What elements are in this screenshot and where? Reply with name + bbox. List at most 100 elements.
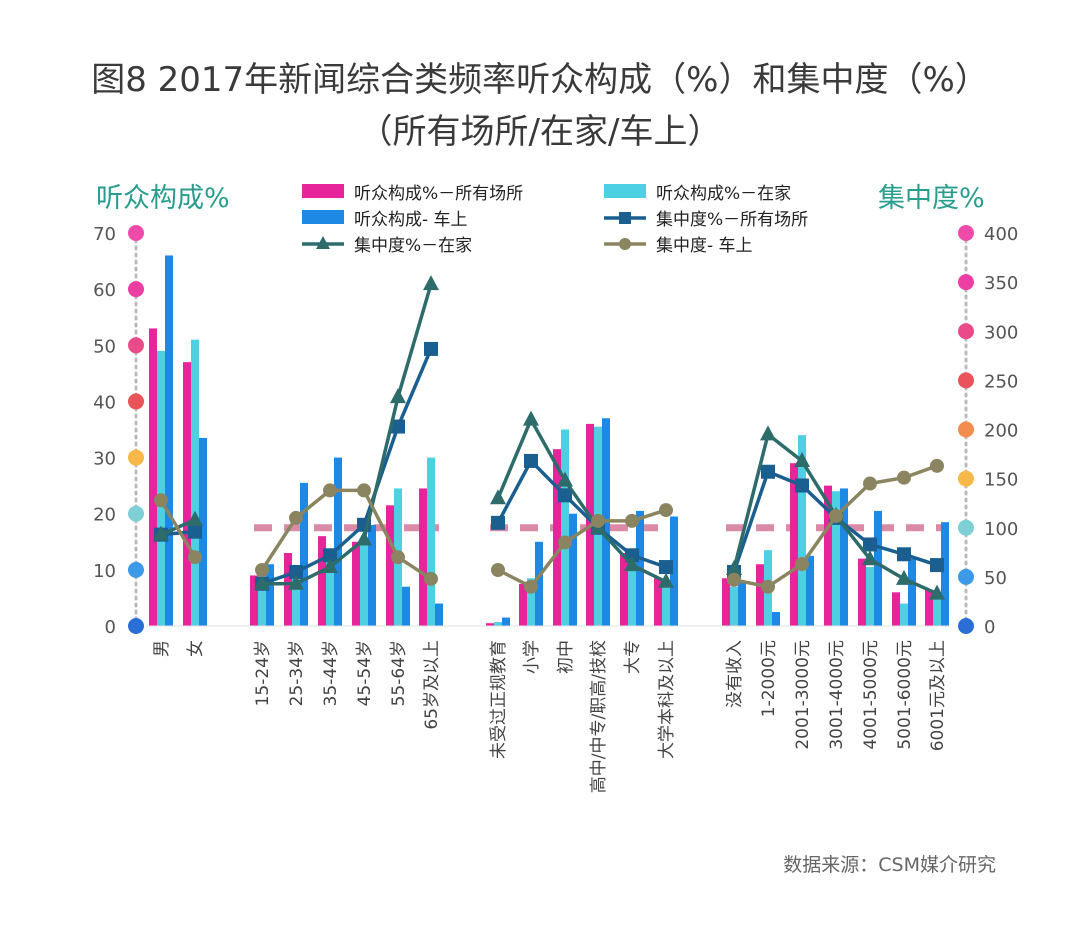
bar-car [266, 564, 274, 626]
right-axis-dot [958, 274, 974, 291]
left-tick-label: 60 [93, 280, 116, 301]
point-car [255, 562, 269, 577]
legend-label: 听众构成%－所有场所 [354, 184, 523, 204]
point-home [356, 530, 372, 546]
point-home [187, 510, 203, 526]
left-axis-title: 听众构成% [96, 183, 230, 214]
bar-home [832, 491, 840, 626]
legend-marker [619, 212, 631, 224]
point-home [322, 558, 338, 574]
point-car [391, 550, 405, 565]
legend-label: 集中度- 车上 [656, 236, 753, 256]
right-tick-label: 0 [984, 617, 995, 638]
legend-label: 听众构成- 车上 [354, 210, 468, 230]
point-all [795, 478, 809, 493]
point-home [658, 572, 674, 588]
chart-title-line1: 图8 2017年新闻综合类频率听众构成（%）和集中度（%） [91, 60, 989, 100]
point-all [659, 560, 673, 575]
bar-home [191, 339, 199, 626]
bar-car [535, 541, 543, 626]
left-tick-label: 40 [93, 392, 116, 413]
point-all [289, 564, 303, 579]
right-axis-dot [958, 568, 974, 585]
point-all [897, 547, 911, 562]
bar-all [519, 583, 527, 626]
bar-home [561, 429, 569, 626]
left-axis-dot [128, 393, 144, 410]
bar-all [149, 328, 157, 626]
right-axis-dot [958, 519, 974, 536]
bar-home [866, 567, 874, 626]
point-car [659, 503, 673, 518]
legend-label: 集中度%－所有场所 [656, 210, 808, 230]
right-axis-dot [958, 421, 974, 438]
bar-car [368, 524, 376, 626]
point-all [391, 419, 405, 434]
category-label: 65岁及以上 [422, 640, 442, 730]
chart-title-line2: （所有场所/在家/车上） [358, 112, 722, 152]
category-label: 初中 [556, 640, 576, 674]
left-axis-dot [128, 449, 144, 466]
line-home [262, 283, 433, 586]
bar-car [874, 510, 882, 626]
category-label: 高中/中专/职高/技校 [589, 640, 609, 793]
left-axis-dot [128, 561, 144, 578]
left-tick-label: 70 [93, 224, 116, 245]
point-home [929, 584, 945, 600]
point-car [357, 483, 371, 498]
left-axis-dot [128, 281, 144, 298]
point-car [424, 571, 438, 586]
bar-home [494, 622, 502, 626]
point-car [323, 483, 337, 498]
point-home [624, 556, 640, 572]
point-home [254, 574, 270, 590]
point-home [523, 410, 539, 426]
bar-car [165, 255, 173, 626]
bar-car [941, 522, 949, 626]
bar-car [300, 482, 308, 626]
point-car [727, 572, 741, 587]
point-car [154, 493, 168, 508]
point-car [795, 557, 809, 572]
category-label: 大学本科及以上 [657, 640, 677, 759]
bar-all [553, 449, 561, 626]
left-tick-label: 20 [93, 505, 116, 526]
point-home [490, 489, 506, 505]
category-label: 5001-6000元 [895, 640, 915, 750]
point-home [896, 569, 912, 585]
left-tick-label: 30 [93, 449, 116, 470]
point-home [557, 471, 573, 487]
right-axis-dot [958, 372, 974, 389]
bar-car [435, 603, 443, 626]
bar-all [654, 578, 662, 626]
bar-car [840, 488, 848, 626]
point-home [390, 388, 406, 404]
right-axis-dot [958, 618, 974, 634]
point-home [862, 550, 878, 566]
bar-home [292, 569, 300, 626]
bar-home [326, 558, 334, 626]
right-axis-dot [958, 225, 974, 241]
bar-car [199, 437, 207, 626]
right-tick-label: 100 [984, 519, 1018, 540]
bar-all [183, 362, 191, 626]
category-label: 35-44岁 [321, 640, 341, 706]
legend-swatch [604, 184, 646, 198]
bar-all [790, 463, 798, 626]
point-car [897, 470, 911, 485]
legend-marker [619, 238, 631, 250]
bar-home [798, 435, 806, 626]
right-tick-label: 250 [984, 371, 1018, 392]
bar-car [502, 617, 510, 626]
left-tick-label: 0 [105, 617, 116, 638]
bar-all [486, 623, 494, 626]
bar-all [419, 488, 427, 626]
bar-all [824, 485, 832, 626]
bar-car [569, 513, 577, 626]
point-all [491, 515, 505, 530]
bar-all [858, 558, 866, 626]
category-label: 15-24岁 [253, 640, 273, 706]
bar-all [722, 578, 730, 626]
bar-home [360, 541, 368, 626]
left-axis-dot [128, 225, 144, 241]
